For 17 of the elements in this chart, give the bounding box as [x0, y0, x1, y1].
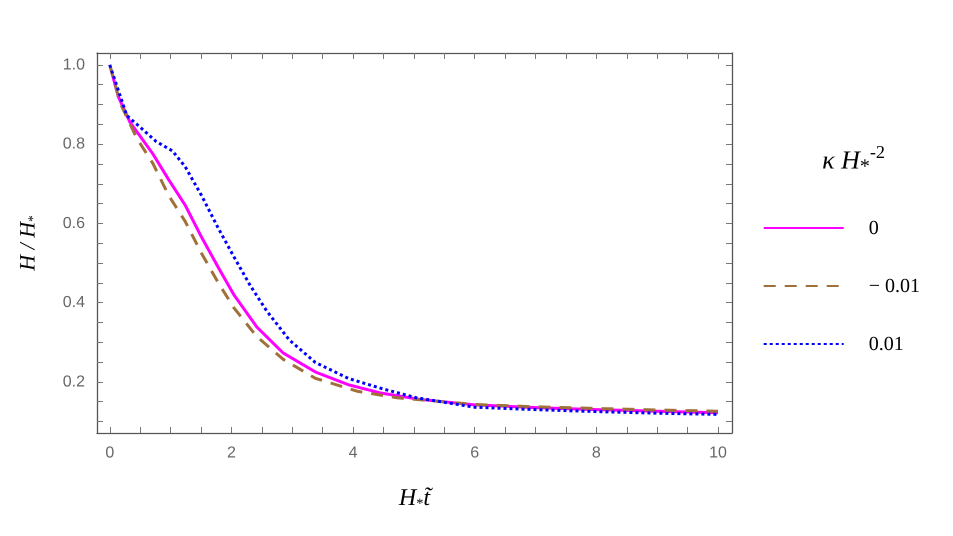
y-tick-label: 0.2: [62, 373, 86, 390]
x-tick-label: 8: [592, 444, 601, 462]
y-tick-label: 0.6: [62, 214, 86, 232]
x-tick-label: 4: [348, 444, 358, 462]
y-tick-label: 1.0: [62, 56, 86, 74]
legend-label: − 0.01: [868, 275, 920, 297]
legend-title: κ H*-2: [822, 142, 886, 178]
legend-label: 0: [868, 217, 879, 239]
x-tick-label: 0: [105, 444, 114, 462]
x-tick-label: 2: [226, 444, 236, 462]
y-tick-label: 0.4: [62, 294, 86, 312]
legend-label: 0.01: [868, 333, 904, 355]
y-axis-title: H / H*: [14, 215, 40, 272]
x-tick-label: 6: [470, 444, 480, 462]
y-tick-label: 0.8: [62, 136, 86, 153]
x-axis-title: H*t̃: [398, 485, 434, 512]
x-tick-label: 10: [709, 444, 728, 462]
